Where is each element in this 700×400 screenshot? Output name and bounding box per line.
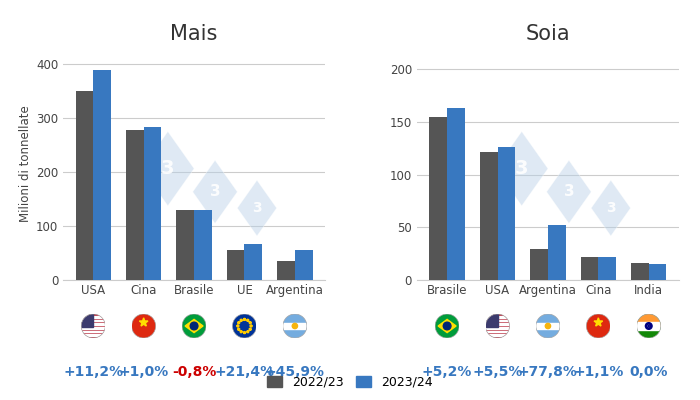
Text: +45,9%: +45,9%: [265, 365, 325, 379]
Polygon shape: [237, 324, 239, 327]
Polygon shape: [237, 328, 240, 330]
Legend: 2022/23, 2023/24: 2022/23, 2023/24: [262, 371, 438, 394]
Circle shape: [283, 314, 307, 338]
Bar: [649, 264, 666, 280]
Polygon shape: [185, 319, 203, 333]
Bar: [498, 147, 515, 280]
Circle shape: [292, 323, 298, 329]
Bar: [76, 91, 93, 280]
Bar: [244, 244, 262, 280]
Circle shape: [536, 314, 560, 338]
Bar: [548, 225, 566, 280]
Text: 3: 3: [564, 184, 574, 199]
Polygon shape: [237, 321, 240, 324]
Bar: [144, 127, 161, 280]
Text: +1,1%: +1,1%: [573, 365, 624, 379]
Circle shape: [545, 323, 551, 329]
Text: 0,0%: 0,0%: [629, 365, 668, 379]
Polygon shape: [141, 132, 194, 206]
Bar: [176, 210, 194, 280]
Text: +11,2%: +11,2%: [63, 365, 123, 379]
Bar: [81, 334, 105, 336]
Circle shape: [182, 314, 206, 338]
Bar: [480, 152, 498, 280]
Polygon shape: [240, 319, 242, 322]
Polygon shape: [240, 330, 242, 333]
Bar: [631, 263, 649, 280]
Text: +5,5%: +5,5%: [473, 365, 523, 379]
Circle shape: [486, 314, 510, 338]
Circle shape: [435, 314, 459, 338]
Polygon shape: [193, 160, 237, 223]
Bar: [531, 250, 548, 280]
Bar: [81, 323, 105, 325]
Circle shape: [587, 314, 610, 338]
Polygon shape: [243, 331, 246, 334]
Polygon shape: [246, 330, 249, 333]
Text: 3: 3: [161, 159, 174, 178]
Text: 3: 3: [210, 184, 220, 199]
Bar: [486, 323, 510, 325]
Bar: [486, 316, 510, 318]
Polygon shape: [243, 318, 246, 320]
Text: +77,8%: +77,8%: [518, 365, 578, 379]
Circle shape: [232, 314, 256, 338]
Text: -0,8%: -0,8%: [172, 365, 216, 379]
Bar: [637, 314, 661, 326]
Polygon shape: [248, 321, 251, 324]
Bar: [637, 322, 661, 330]
Title: Mais: Mais: [170, 24, 218, 44]
Bar: [486, 331, 510, 332]
Bar: [93, 70, 111, 280]
Bar: [81, 314, 93, 327]
Bar: [447, 108, 465, 280]
Polygon shape: [496, 132, 548, 206]
Polygon shape: [248, 328, 251, 330]
Circle shape: [132, 314, 155, 338]
Polygon shape: [594, 318, 603, 326]
Text: 3: 3: [606, 201, 616, 215]
Bar: [486, 334, 510, 336]
Bar: [283, 323, 307, 329]
Bar: [126, 130, 144, 280]
Bar: [598, 257, 616, 280]
Bar: [486, 320, 510, 321]
Bar: [194, 210, 211, 280]
Text: 3: 3: [252, 201, 262, 215]
Circle shape: [190, 322, 198, 330]
Y-axis label: Milioni di tonnellate: Milioni di tonnellate: [19, 106, 32, 222]
Bar: [81, 327, 105, 329]
Circle shape: [81, 314, 105, 338]
Polygon shape: [250, 324, 253, 327]
Bar: [227, 250, 244, 280]
Polygon shape: [139, 318, 148, 326]
Text: 3: 3: [515, 159, 528, 178]
Bar: [581, 257, 598, 280]
Bar: [81, 316, 105, 318]
Bar: [430, 116, 447, 280]
Circle shape: [443, 322, 451, 330]
Polygon shape: [592, 180, 631, 236]
Polygon shape: [246, 319, 249, 322]
Bar: [81, 331, 105, 332]
Title: Soia: Soia: [526, 24, 570, 44]
Text: +1,0%: +1,0%: [118, 365, 169, 379]
Polygon shape: [438, 319, 456, 333]
Bar: [295, 250, 312, 280]
Polygon shape: [237, 180, 276, 236]
Bar: [81, 320, 105, 321]
Circle shape: [637, 314, 661, 338]
Bar: [536, 323, 560, 329]
Bar: [277, 261, 295, 280]
Bar: [486, 327, 510, 329]
Text: +21,4%: +21,4%: [214, 365, 274, 379]
Polygon shape: [547, 160, 592, 223]
Text: +5,2%: +5,2%: [422, 365, 472, 379]
Bar: [486, 314, 498, 327]
